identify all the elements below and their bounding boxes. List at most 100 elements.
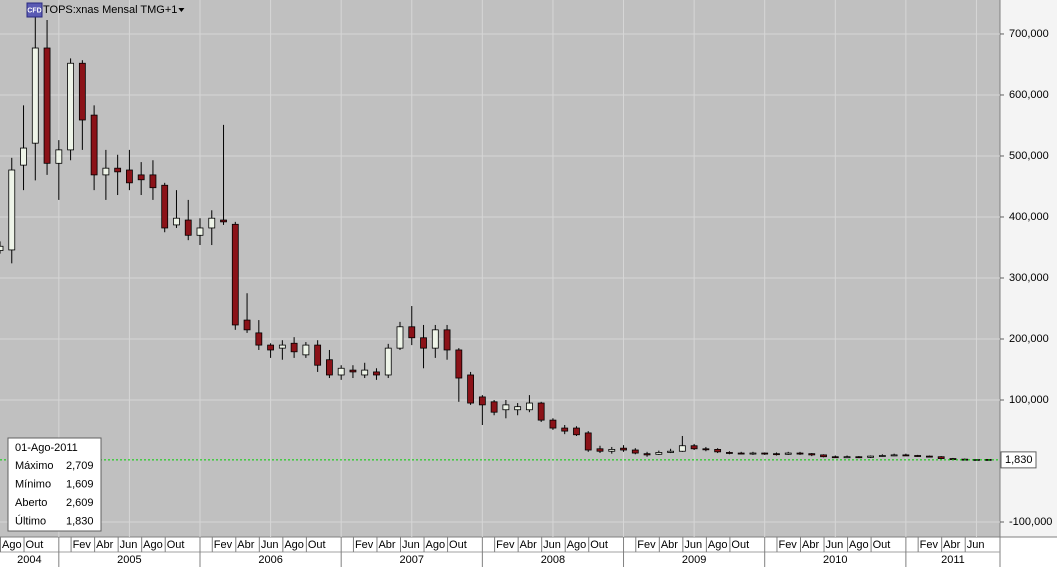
x-tick-label: Jun xyxy=(543,539,561,551)
candle-body xyxy=(126,169,133,184)
candle-body xyxy=(208,217,216,229)
candle-body xyxy=(643,453,651,456)
candle-body xyxy=(278,344,286,349)
x-tick-label: Abr xyxy=(802,539,819,551)
info-box xyxy=(7,437,102,532)
candle-body xyxy=(43,47,51,164)
candle-body xyxy=(243,319,251,331)
candle-body xyxy=(737,452,745,455)
year-label: 2011 xyxy=(941,554,965,566)
x-tick-label: Jun xyxy=(684,539,702,551)
last-price-label: 1,830 xyxy=(1005,454,1033,466)
x-tick-label: Abr xyxy=(378,539,395,551)
dropdown-arrow[interactable] xyxy=(178,8,185,12)
x-tick-label: Out xyxy=(26,539,44,551)
info-value: 2,609 xyxy=(66,497,94,509)
candle-body xyxy=(726,452,733,454)
info-value: 2,709 xyxy=(66,460,94,472)
cfd-icon-text: CFD xyxy=(27,7,41,14)
candle-body xyxy=(914,455,922,457)
x-tick-label: Fev xyxy=(920,539,939,551)
y-tick-label: 500,000 xyxy=(1009,150,1049,162)
candle-body xyxy=(231,223,239,326)
candle-body xyxy=(820,454,827,458)
x-tick-label: Abr xyxy=(237,539,254,551)
candle-body xyxy=(455,349,463,379)
candle-body xyxy=(267,344,274,351)
x-tick-label: Ago xyxy=(284,539,304,551)
y-axis-panel xyxy=(1000,0,1057,537)
x-tick-label: Out xyxy=(590,539,608,551)
candle-body xyxy=(314,344,322,366)
candle-body xyxy=(184,219,192,236)
candle-body xyxy=(808,453,816,456)
candle-body xyxy=(161,184,169,229)
x-tick-label: Out xyxy=(449,539,467,551)
candle-body xyxy=(678,445,686,452)
last-price-box xyxy=(1000,451,1037,469)
x-tick-label: Ago xyxy=(2,539,22,551)
candle-body xyxy=(0,245,4,251)
candle-body xyxy=(831,456,839,459)
candle-body xyxy=(78,62,86,121)
candle-body xyxy=(137,174,145,181)
candle-body xyxy=(384,347,392,376)
year-label: 2006 xyxy=(258,554,282,566)
info-label: Mínimo xyxy=(15,478,51,490)
y-tick-label: -100,000 xyxy=(1009,516,1052,528)
year-label: 2010 xyxy=(823,554,847,566)
candle-body xyxy=(220,219,227,223)
x-tick-label: Jun xyxy=(402,539,420,551)
candle-body xyxy=(667,450,674,453)
candle-body xyxy=(608,449,616,452)
x-tick-label: Ago xyxy=(143,539,163,551)
candle-body xyxy=(584,432,592,451)
y-tick-label: 300,000 xyxy=(1009,272,1049,284)
candle-body xyxy=(396,326,404,349)
candle-body xyxy=(620,447,627,451)
x-tick-label: Out xyxy=(731,539,749,551)
x-tick-label: Ago xyxy=(426,539,446,551)
candle-body xyxy=(855,456,863,459)
x-tick-label: Out xyxy=(167,539,185,551)
chart-title[interactable]: TOPS:xnas Mensal TMG+1 xyxy=(43,4,177,16)
candle-body xyxy=(655,452,663,455)
candle-body xyxy=(514,406,522,411)
candle-body xyxy=(8,169,16,251)
info-label: Último xyxy=(15,514,46,527)
x-tick-label: Fev xyxy=(637,539,656,551)
candle-body xyxy=(549,419,557,429)
candle-body xyxy=(255,332,263,346)
candle-body xyxy=(349,369,357,373)
candle-body xyxy=(149,174,157,189)
year-label: 2004 xyxy=(17,554,41,566)
candle-body xyxy=(173,217,180,226)
candle-body xyxy=(196,227,204,236)
candle-body xyxy=(890,454,898,457)
candle-body xyxy=(784,452,792,455)
info-date: 01-Ago-2011 xyxy=(15,442,78,454)
candle-body xyxy=(926,455,933,458)
plot-area xyxy=(0,0,1000,537)
x-tick-label: Ago xyxy=(849,539,869,551)
candle-body xyxy=(631,449,639,454)
candle-body xyxy=(761,452,769,455)
candle-body xyxy=(749,452,757,455)
x-tick-label: Jun xyxy=(120,539,138,551)
candle-body xyxy=(843,456,851,459)
x-tick-label: Out xyxy=(873,539,891,551)
x-tick-label: Abr xyxy=(943,539,960,551)
info-value: 1,609 xyxy=(66,478,94,490)
year-label: 2009 xyxy=(682,554,706,566)
candle-body xyxy=(573,427,580,436)
info-label: Máximo xyxy=(15,460,54,472)
info-value: 1,830 xyxy=(66,515,94,527)
cfd-icon xyxy=(26,2,43,18)
candle-body xyxy=(467,374,474,404)
candle-body xyxy=(20,147,27,166)
y-tick-label: 100,000 xyxy=(1009,394,1049,406)
x-tick-label: Jun xyxy=(826,539,844,551)
candles xyxy=(0,15,1000,461)
candle-body xyxy=(67,62,74,151)
